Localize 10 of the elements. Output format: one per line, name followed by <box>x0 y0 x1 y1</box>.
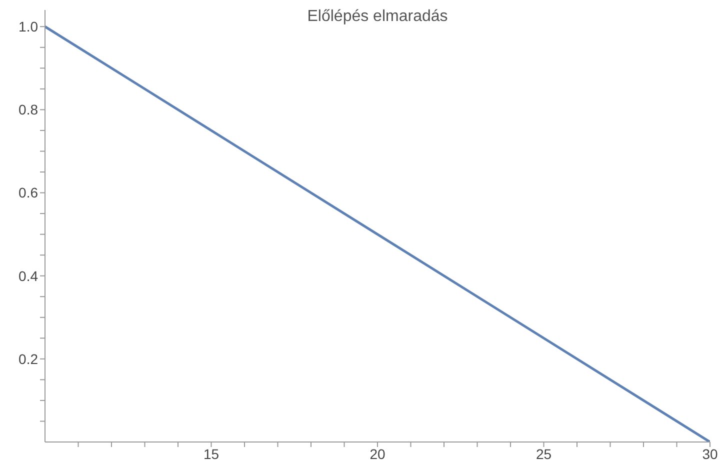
y-tick-label: 0.8 <box>18 102 38 118</box>
y-tick-label: 0.4 <box>18 268 38 284</box>
y-tick-label: 0.2 <box>18 350 38 367</box>
y-tick-label: 1.0 <box>18 18 38 35</box>
chart-title: Előlépés elmaradás <box>306 8 449 26</box>
x-tick-label: 20 <box>370 446 386 462</box>
y-tick-label: 0.6 <box>18 184 38 201</box>
x-tick-label: 30 <box>702 446 718 462</box>
x-tick-label: 25 <box>536 446 552 462</box>
x-tick-label: 15 <box>203 446 220 462</box>
